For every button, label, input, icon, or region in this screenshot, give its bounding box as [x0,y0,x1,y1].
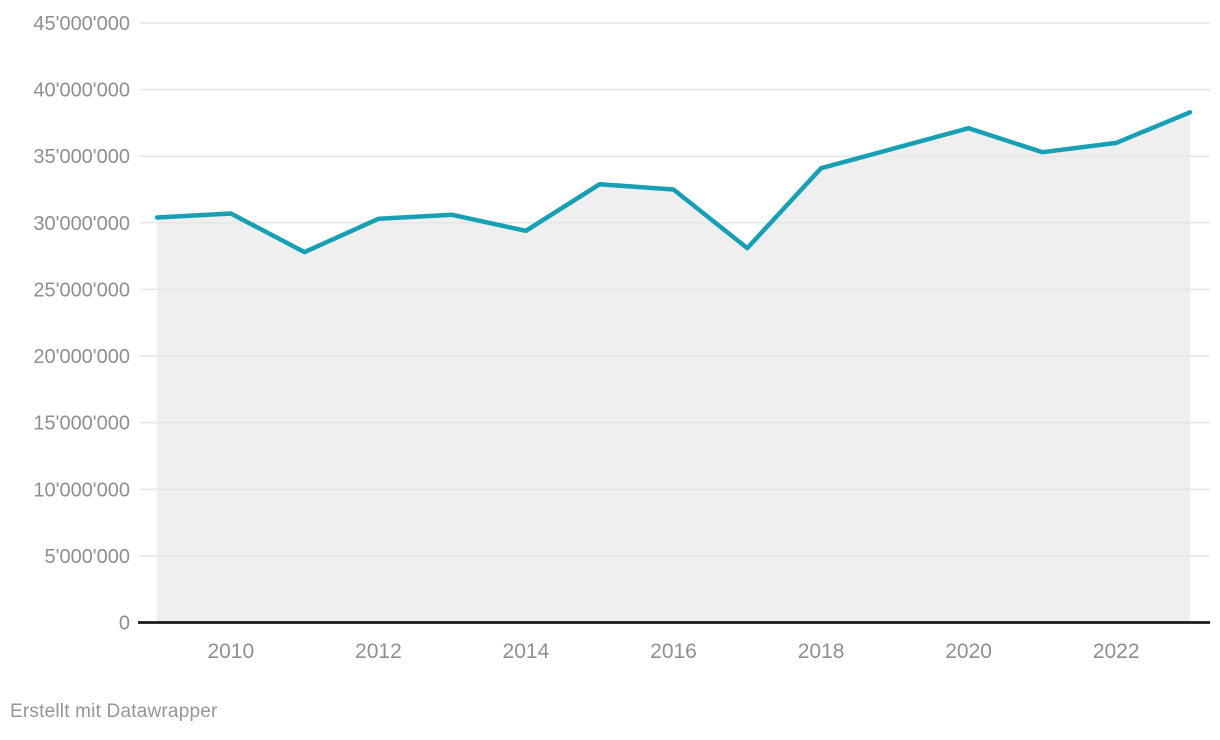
y-axis-tick-label: 25'000'000 [33,279,130,301]
y-axis-tick-label: 30'000'000 [33,213,130,235]
x-axis-tick-label: 2010 [207,640,254,663]
y-axis-tick-label: 40'000'000 [33,80,130,102]
y-axis-tick-label: 10'000'000 [33,479,130,501]
y-axis-tick-label: 5'000'000 [45,546,131,568]
y-axis-tick-label: 15'000'000 [33,413,130,435]
x-axis-tick-label: 2014 [503,640,550,663]
axis-labels-layer: 45'000'000 40'000'000 35'000'000 30'000'000… [33,13,1139,663]
x-axis-tick-label: 2012 [355,640,402,663]
chart-credit: Erstellt mit Datawrapper [10,701,218,722]
data-line-layer [154,110,1193,255]
area-fill [157,112,1190,623]
y-axis-tick-label: 45'000'000 [33,13,130,35]
area-fill-layer [157,112,1190,623]
gridlines-layer [140,22,1210,557]
y-axis-tick-label: 20'000'000 [33,346,130,368]
y-axis-tick-label: 0 [119,613,130,635]
area-chart: 45'000'000 40'000'000 35'000'000 30'000'000… [33,13,1210,663]
data-line [154,110,1193,255]
x-axis-tick-label: 2016 [650,640,697,663]
y-axis-tick-label: 35'000'000 [33,146,130,168]
x-axis-tick-label: 2022 [1093,640,1140,663]
x-axis-tick-label: 2018 [798,640,845,663]
x-axis-tick-label: 2020 [945,640,992,663]
